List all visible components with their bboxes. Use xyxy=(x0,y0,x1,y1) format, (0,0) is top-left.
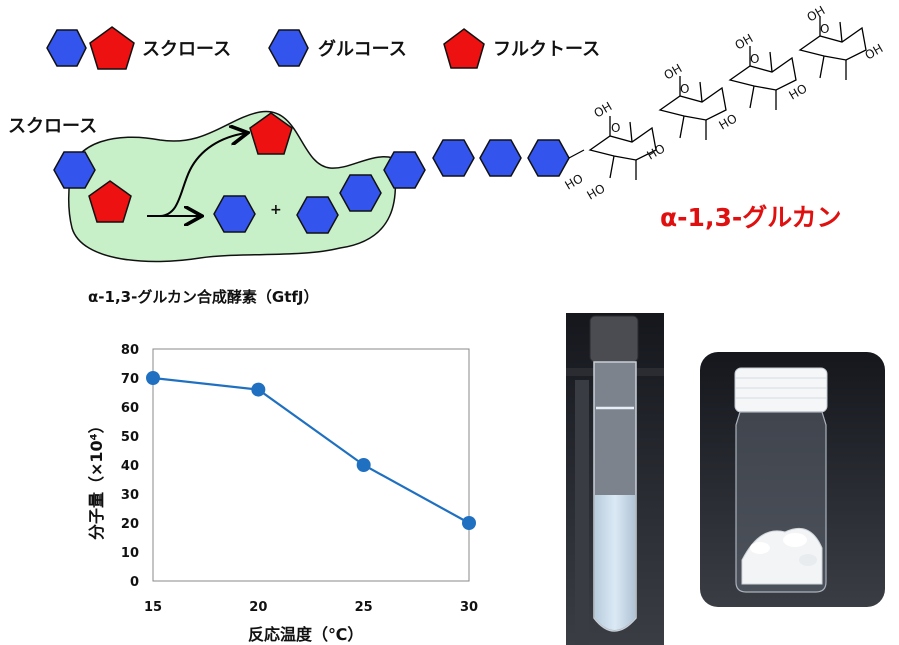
legend-glucose-hexagon xyxy=(268,29,309,67)
y-tick-label: 10 xyxy=(121,546,139,561)
chart-xlabel: 反応温度（℃） xyxy=(248,625,363,644)
plus-sign: + xyxy=(270,202,282,218)
chart-y-tick-labels: 0 10 20 30 40 50 60 70 80 xyxy=(121,343,139,590)
bottle-photo xyxy=(700,352,885,607)
atom-label-o: O xyxy=(750,52,759,66)
x-tick-label: 25 xyxy=(355,600,373,615)
atom-label-ho: HO xyxy=(787,81,810,102)
y-tick-label: 40 xyxy=(121,459,139,474)
glucan-ring-3 xyxy=(728,46,797,110)
tube-cap xyxy=(589,315,639,363)
glucan-ring-1 xyxy=(588,116,657,180)
chart-plot-frame xyxy=(152,348,470,582)
chain-glucose-4 xyxy=(432,139,475,177)
legend: スクロース グルコース フルクトース xyxy=(46,26,600,70)
atom-label-oh: OH xyxy=(733,31,756,52)
x-tick-label: 15 xyxy=(144,600,162,615)
substrate-label: スクロース xyxy=(8,116,97,137)
y-tick-label: 70 xyxy=(121,372,139,387)
released-glucose-hexagon xyxy=(213,195,256,233)
chain-glucose-6 xyxy=(527,139,570,177)
glucan-ring-2 xyxy=(658,76,727,140)
data-point xyxy=(462,516,476,530)
y-tick-label: 80 xyxy=(121,343,139,358)
chain-link xyxy=(568,149,585,159)
chain-glucose-2 xyxy=(339,174,382,212)
atom-label-o: O xyxy=(611,121,620,135)
chart: 0 10 20 30 40 50 60 70 80 15 20 25 30 反応温度（℃） 分子量（×… xyxy=(87,343,478,644)
released-fructose-pentagon xyxy=(249,112,293,155)
atom-label-oh: OH xyxy=(592,99,615,120)
chain-glucose-5 xyxy=(479,139,522,177)
series-line xyxy=(152,376,470,524)
y-tick-label: 50 xyxy=(121,430,139,445)
chain-glucose-3 xyxy=(383,151,426,189)
chart-ylabel: 分子量（×10⁴） xyxy=(87,417,106,540)
bottle-cap xyxy=(734,367,828,413)
fructose-release-arrow xyxy=(159,133,246,217)
data-point xyxy=(356,458,371,472)
atom-label-ho: HO xyxy=(717,111,740,132)
sucrose-glucose-hexagon xyxy=(53,151,96,189)
y-tick-label: 0 xyxy=(130,575,139,590)
atom-label-oh: OH xyxy=(863,41,886,62)
legend-glucose-label: グルコース xyxy=(318,38,407,60)
atom-label-ho: HO xyxy=(585,181,608,202)
legend-fructose-pentagon xyxy=(443,28,485,69)
reaction-scheme: スクロース + α-1,3-グルカン合成酵素（GtfJ） xyxy=(8,110,585,306)
y-tick-label: 20 xyxy=(121,517,139,532)
chart-x-tick-labels: 15 20 25 30 xyxy=(144,600,478,615)
atom-label-ho: HO xyxy=(563,171,586,192)
x-tick-label: 30 xyxy=(460,600,478,615)
glucan-ring-4 xyxy=(798,16,867,80)
atom-label-ho: HO xyxy=(645,141,668,162)
data-point xyxy=(251,382,266,397)
y-tick-label: 60 xyxy=(121,401,139,416)
tube-suspension xyxy=(595,495,635,630)
legend-sucrose-fructose-pentagon xyxy=(89,26,135,70)
data-point xyxy=(146,371,160,385)
atom-label-o: O xyxy=(680,82,689,96)
legend-fructose-label: フルクトース xyxy=(493,39,600,60)
atom-label-o: O xyxy=(820,22,829,36)
legend-sucrose-label: スクロース xyxy=(142,39,231,60)
series-points xyxy=(146,371,476,530)
legend-sucrose-glucose-hexagon xyxy=(46,29,87,67)
chain-glucose-1 xyxy=(296,196,339,234)
enzyme-label: α-1,3-グルカン合成酵素（GtfJ） xyxy=(88,288,318,306)
product-label: α-1,3-グルカン xyxy=(660,203,841,232)
glucan-structure xyxy=(588,16,867,180)
test-tube-photo xyxy=(566,313,664,645)
sucrose-fructose-pentagon xyxy=(88,180,132,223)
atom-label-oh: OH xyxy=(662,61,685,82)
y-tick-label: 30 xyxy=(121,488,139,503)
x-tick-label: 20 xyxy=(249,600,267,615)
